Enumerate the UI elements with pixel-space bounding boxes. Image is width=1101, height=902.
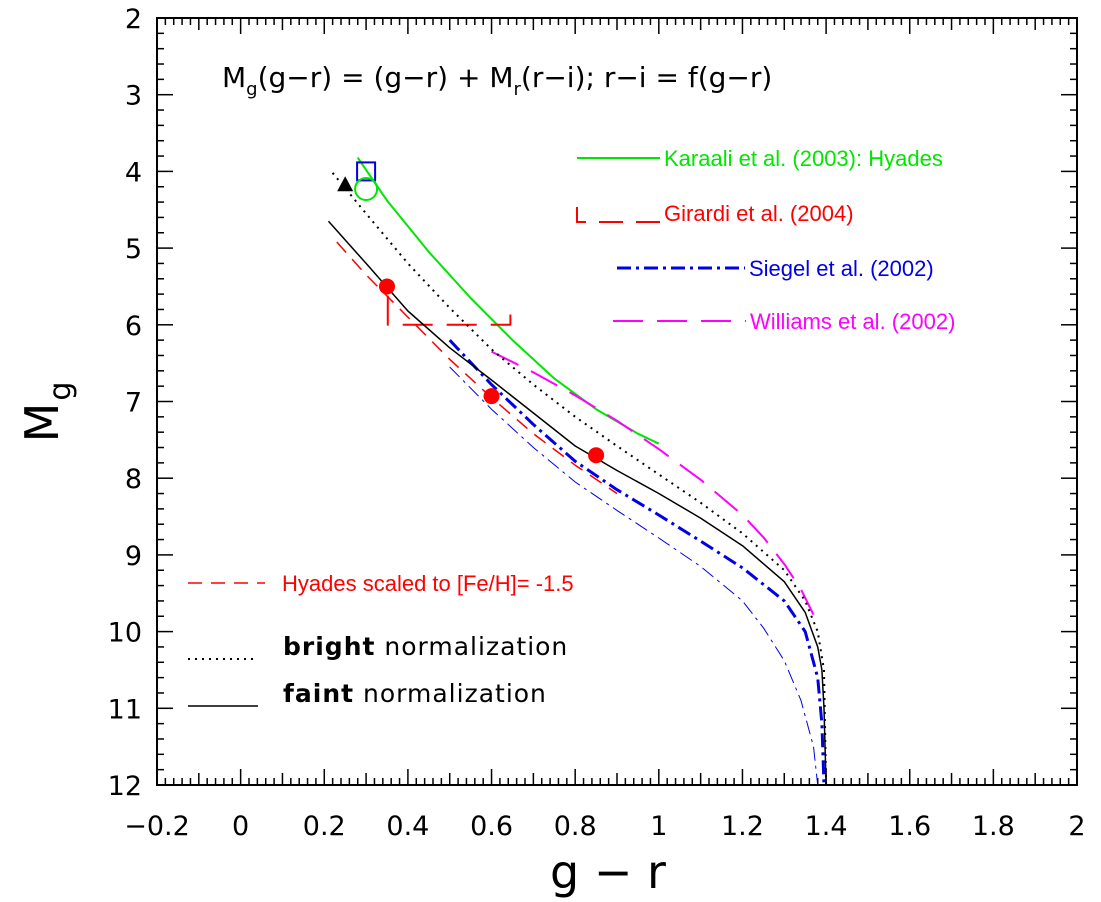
- x-tick-label: 1.2: [721, 811, 764, 842]
- markers-layer: [337, 161, 605, 464]
- legend-label-girardi: Girardi et al. (2004): [664, 201, 854, 226]
- y-tick-label: 11: [108, 694, 142, 725]
- x-tick-label: 2: [1068, 811, 1085, 842]
- formula-annotation: Mg(g−r) = (g−r) + Mr(r−i); r−i = f(g−r): [222, 61, 772, 100]
- y-tick-labels: 2 3 4 5 6 7 8 9 10 11 12: [108, 4, 142, 802]
- marker-filled-triangle: [337, 176, 354, 192]
- axis-ticks: [156, 17, 1078, 786]
- legend-label-siegel: Siegel et al. (2002): [749, 256, 934, 281]
- y-tick-label: 5: [125, 234, 142, 265]
- marker-filled-circle: [588, 447, 605, 464]
- legend-label-karaali: Karaali et al. (2003): Hyades: [664, 146, 943, 171]
- series-line-siegel_thin: [449, 366, 819, 786]
- series-line-girardi: [386, 295, 512, 326]
- x-tick-label: −0.2: [124, 811, 190, 842]
- legend-swatch-girardi: [576, 207, 661, 223]
- x-axis-title: g − r: [550, 845, 666, 899]
- lower-legend-label-bright: bright normalization: [283, 632, 568, 661]
- x-tick-label: 0.8: [554, 811, 597, 842]
- x-tick-label: 0.4: [386, 811, 429, 842]
- y-tick-label: 4: [125, 157, 142, 188]
- y-tick-label: 9: [125, 541, 142, 572]
- series-line-williams: [491, 350, 815, 616]
- y-tick-label: 3: [125, 81, 142, 112]
- y-tick-label: 12: [108, 771, 142, 802]
- legend-label-williams: Williams et al. (2002): [750, 309, 955, 334]
- y-tick-label: 2: [125, 4, 142, 35]
- x-tick-label: 1.6: [888, 811, 931, 842]
- y-tick-label: 7: [125, 388, 142, 419]
- x-tick-label: 0: [232, 811, 249, 842]
- lower-legend: Hyades scaled to [Fe/H]= -1.5 bright norm…: [188, 571, 574, 708]
- marker-filled-circle: [483, 388, 500, 405]
- x-tick-label: 0.2: [303, 811, 346, 842]
- x-tick-label: 1.4: [805, 811, 848, 842]
- marker-open-circle: [354, 177, 379, 202]
- x-tick-labels: −0.2 0 0.2 0.4 0.6 0.8 1 1.2 1.4 1.6 1.8 2: [124, 811, 1085, 842]
- y-axis-title: Mg: [15, 382, 78, 443]
- marker-filled-circle: [379, 278, 395, 295]
- x-tick-label: 0.6: [470, 811, 513, 842]
- lower-legend-label-faint: faint normalization: [283, 679, 547, 708]
- x-tick-label: 1.8: [972, 811, 1015, 842]
- series-line-bright: [331, 172, 828, 786]
- y-tick-label: 6: [125, 311, 142, 342]
- marker-open-square: [356, 161, 377, 182]
- lower-legend-label-hyades_scaled: Hyades scaled to [Fe/H]= -1.5: [282, 571, 574, 596]
- plot-frame: [156, 17, 1078, 786]
- series-layer: [327, 157, 828, 786]
- series-line-siegel: [448, 339, 826, 786]
- y-tick-label: 8: [125, 464, 142, 495]
- x-tick-label: 1: [650, 811, 667, 842]
- series-line-faint: [327, 220, 827, 786]
- legend: Karaali et al. (2003): Hyades Girardi et …: [576, 146, 955, 334]
- y-tick-label: 10: [108, 618, 142, 649]
- series-line-hyades_scaled: [336, 241, 618, 495]
